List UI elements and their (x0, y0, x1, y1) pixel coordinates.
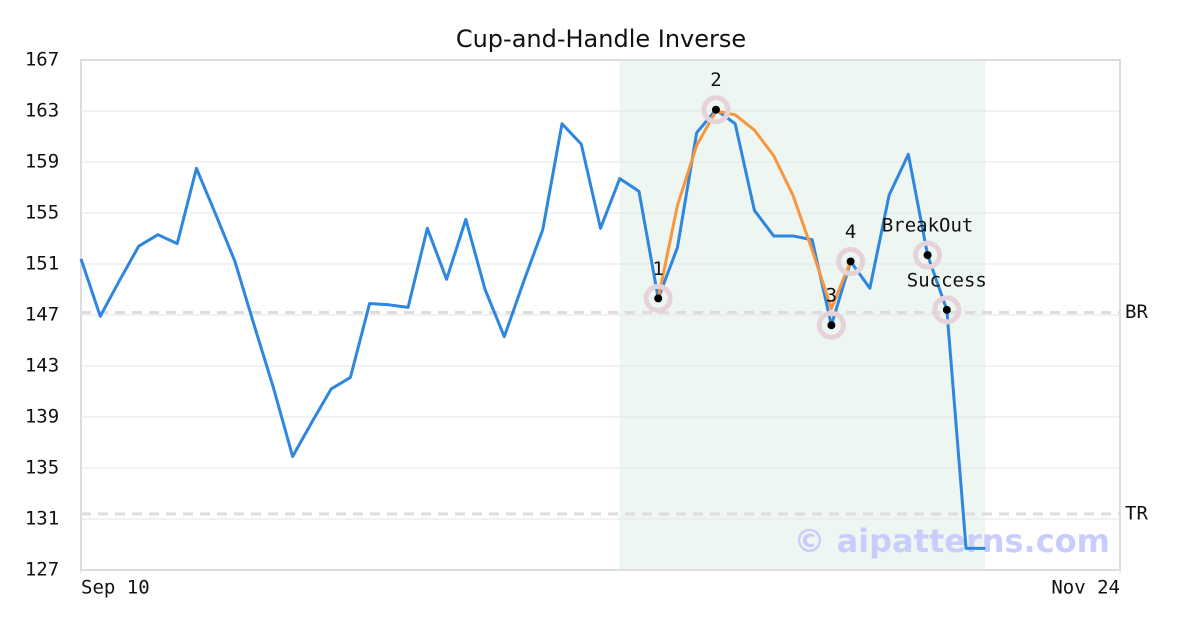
point-halo (701, 95, 731, 125)
point-label: 4 (845, 221, 856, 243)
point (846, 257, 855, 266)
point-label: 1 (652, 258, 663, 280)
reference-label: TR (1125, 502, 1148, 524)
y-tick-label: 151 (25, 253, 59, 275)
y-tick-label: 143 (25, 355, 59, 377)
y-tick-label: 159 (25, 151, 59, 173)
point-label: Success (907, 269, 987, 291)
point-label: 3 (826, 285, 837, 307)
plot-frame (80, 59, 1121, 571)
series-line (656, 109, 853, 311)
point-halo (913, 240, 943, 270)
point-halo (643, 283, 673, 313)
y-tick-label: 155 (25, 202, 59, 224)
y-tick-label: 127 (25, 559, 59, 581)
point-halo (816, 310, 846, 340)
point-label: 2 (710, 69, 721, 91)
point (711, 105, 720, 114)
y-tick-label: 135 (25, 457, 59, 479)
watermark: © aipatterns.com (793, 522, 1110, 560)
point (827, 321, 836, 330)
y-tick-label: 167 (25, 49, 59, 71)
point (923, 251, 932, 260)
y-tick-label: 163 (25, 100, 59, 122)
y-tick-label: 139 (25, 406, 59, 428)
point (654, 294, 663, 303)
point-label: BreakOut (882, 215, 974, 237)
y-tick-label: 147 (25, 304, 59, 326)
point (942, 305, 951, 314)
y-tick-label: 131 (25, 508, 59, 530)
point-halo (836, 246, 866, 276)
x-tick-label: Nov 24 (1051, 577, 1120, 599)
point-halo (932, 295, 962, 325)
reference-label: BR (1125, 301, 1148, 323)
x-tick-label: Sep 10 (81, 577, 150, 599)
chart-title: Cup-and-Handle Inverse (456, 25, 746, 53)
